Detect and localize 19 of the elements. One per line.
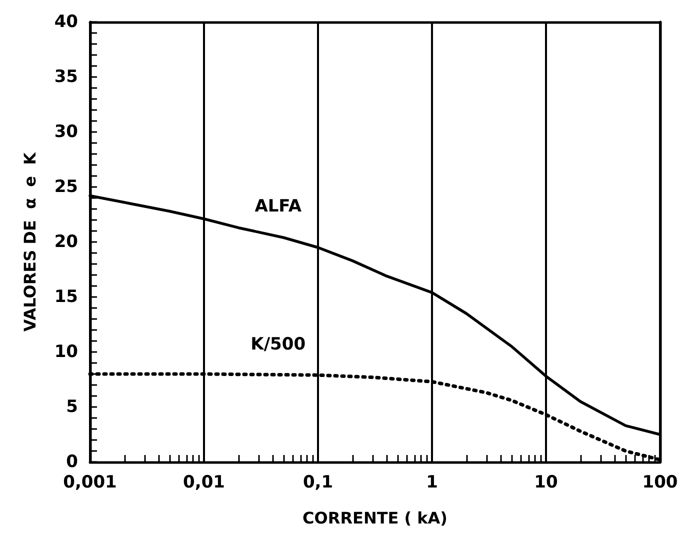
y-tick-label: 10 xyxy=(54,342,78,362)
y-axis-title: VALORES DE α e K xyxy=(20,152,40,332)
y-tick-label: 0 xyxy=(66,452,78,472)
y-tick-label: 35 xyxy=(54,67,78,87)
series-label: K/500 xyxy=(250,334,306,355)
y-tick-label: 15 xyxy=(54,287,78,307)
x-tick-label: 100 xyxy=(642,472,678,492)
x-tick-label: 0,1 xyxy=(302,472,334,492)
y-tick-label: 5 xyxy=(66,397,78,417)
y-tick-label: 25 xyxy=(54,177,78,197)
y-tick-label: 20 xyxy=(54,232,78,252)
x-tick-label: 10 xyxy=(534,472,558,492)
y-tick-label: 40 xyxy=(54,12,78,32)
x-tick-label: 0,001 xyxy=(63,472,117,492)
x-tick-label: 1 xyxy=(426,472,438,492)
x-tick-label: 0,01 xyxy=(183,472,225,492)
x-axis-title: CORRENTE ( kA) xyxy=(302,508,448,528)
series-label: ALFA xyxy=(254,196,302,216)
y-tick-label: 30 xyxy=(54,122,78,142)
